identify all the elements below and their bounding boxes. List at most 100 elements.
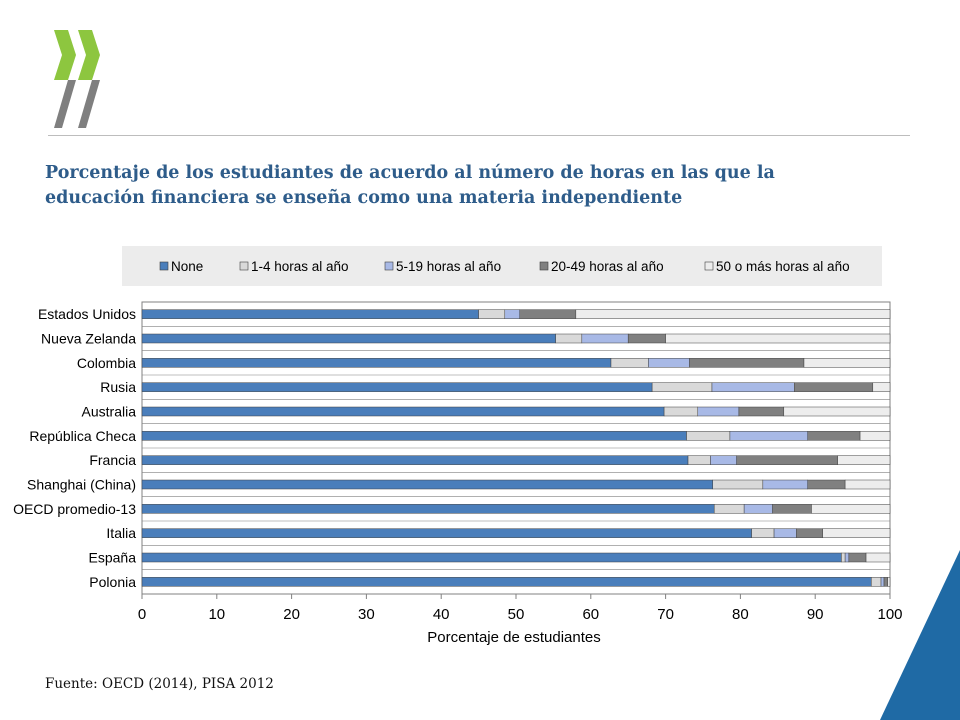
x-tick-label: 60: [582, 606, 599, 623]
bar-rusia-20-49-horas-al-ano: [794, 382, 874, 392]
category-label: Francia: [89, 452, 136, 468]
title-line-1: Porcentaje de los estudiantes de acuerdo…: [45, 163, 775, 183]
bar-francia-20-49-horas-al-ano: [736, 455, 838, 465]
bar-australia-5-19-horas-al-ano: [697, 406, 740, 417]
logo-grey-chevron-left: [54, 80, 76, 128]
x-axis-label: Porcentaje de estudiantes: [427, 629, 600, 646]
bar-espana-none: [141, 552, 842, 563]
bar-australia-1-4-horas-al-ano: [663, 406, 699, 417]
legend-swatch-50-o-mas-horas-al-ano: [704, 261, 714, 271]
bar-nueva-zelanda-none: [141, 333, 556, 344]
oecd-logo: [54, 30, 100, 128]
bar-colombia-50-o-mas-horas-al-ano: [803, 358, 891, 368]
bar-nueva-zelanda-1-4-horas-al-ano: [555, 333, 583, 344]
bar-republica-checa-5-19-horas-al-ano: [729, 431, 808, 441]
bar-polonia-50-o-mas-horas-al-ano: [887, 577, 891, 587]
bar-republica-checa-none: [141, 431, 687, 441]
bar-polonia-none: [141, 577, 872, 587]
bar-espana-20-49-horas-al-ano: [848, 552, 867, 563]
legend-label-20-49-horas-al-ano: 20-49 horas al año: [551, 259, 664, 274]
logo-green-chevron-left: [54, 30, 76, 80]
bar-republica-checa-20-49-horas-al-ano: [807, 431, 861, 441]
bar-oecd-promedio-13-none: [141, 504, 715, 514]
bar-colombia-1-4-horas-al-ano: [610, 358, 649, 368]
bar-rusia-none: [141, 382, 653, 392]
bar-oecd-promedio-13-20-49-horas-al-ano: [772, 504, 812, 514]
bar-shanghai-china-none: [141, 479, 713, 490]
legend-label-none: None: [171, 259, 203, 274]
bar-shanghai-china-5-19-horas-al-ano: [762, 479, 808, 490]
plot-area: Estados Unidos Nueva Zelanda Colombia Rusia…: [13, 301, 903, 646]
title-line-2: educación financiera se enseña como una …: [45, 188, 683, 208]
bar-estados-unidos-5-19-horas-al-ano: [504, 309, 520, 319]
bar-espana-5-19-horas-al-ano: [844, 552, 850, 563]
category-label: Rusia: [100, 379, 136, 395]
x-tick-label: 30: [358, 606, 375, 623]
category-label: Italia: [106, 525, 136, 541]
bar-francia-50-o-mas-horas-al-ano: [837, 455, 891, 465]
bar-espana-1-4-horas-al-ano: [841, 552, 846, 563]
bar-shanghai-china-1-4-horas-al-ano: [712, 479, 764, 490]
legend-swatch-none: [159, 261, 169, 271]
bar-shanghai-china-20-49-horas-al-ano: [807, 479, 846, 490]
x-tick-label: 0: [138, 606, 146, 623]
legend-label-50-o-mas-horas-al-ano: 50 o más horas al año: [716, 259, 850, 274]
bar-republica-checa-50-o-mas-horas-al-ano: [859, 431, 891, 441]
bar-italia-50-o-mas-horas-al-ano: [822, 528, 891, 538]
bar-estados-unidos-1-4-horas-al-ano: [478, 309, 506, 319]
page-title: Porcentaje de los estudiantes de acuerdo…: [45, 161, 915, 211]
bar-shanghai-china-50-o-mas-horas-al-ano: [844, 479, 891, 490]
logo-grey-chevron-right: [78, 80, 100, 128]
bar-estados-unidos-none: [141, 309, 479, 319]
logo-green-chevron-right: [78, 30, 100, 80]
x-tick-label: 70: [657, 606, 674, 623]
legend-label-1-4-horas-al-ano: 1-4 horas al año: [251, 259, 349, 274]
bar-nueva-zelanda-5-19-horas-al-ano: [581, 333, 629, 344]
category-label: Colombia: [77, 355, 136, 371]
bar-oecd-promedio-13-5-19-horas-al-ano: [743, 504, 773, 514]
bar-espana-50-o-mas-horas-al-ano: [865, 552, 891, 563]
bar-italia-none: [141, 528, 752, 538]
bar-italia-20-49-horas-al-ano: [796, 528, 823, 538]
bar-oecd-promedio-13-1-4-horas-al-ano: [713, 504, 745, 514]
bar-estados-unidos-20-49-horas-al-ano: [519, 309, 577, 319]
bar-colombia-5-19-horas-al-ano: [648, 358, 690, 368]
bar-rusia-50-o-mas-horas-al-ano: [872, 382, 891, 392]
bar-rusia-5-19-horas-al-ano: [711, 382, 795, 392]
bar-republica-checa-1-4-horas-al-ano: [686, 431, 731, 441]
legend-swatch-1-4-horas-al-ano: [239, 261, 249, 271]
bar-australia-none: [141, 406, 665, 417]
bar-australia-50-o-mas-horas-al-ano: [783, 406, 891, 417]
category-label: España: [89, 550, 137, 566]
top-rule: [48, 135, 910, 136]
legend-background: [122, 246, 882, 286]
bar-colombia-none: [141, 358, 612, 368]
bar-nueva-zelanda-20-49-horas-al-ano: [627, 333, 666, 344]
bar-italia-5-19-horas-al-ano: [773, 528, 797, 538]
x-tick-label: 10: [208, 606, 225, 623]
category-label: OECD promedio-13: [13, 501, 136, 517]
x-tick-label: 80: [732, 606, 749, 623]
bar-estados-unidos-50-o-mas-horas-al-ano: [575, 309, 891, 319]
bar-colombia-20-49-horas-al-ano: [689, 358, 805, 368]
chart-legend: None 1-4 horas al año 5-19 horas al año 20-…: [159, 259, 850, 274]
legend-swatch-5-19-horas-al-ano: [384, 261, 394, 271]
bar-australia-20-49-horas-al-ano: [738, 406, 785, 417]
x-tick-label: 90: [807, 606, 824, 623]
bar-rusia-1-4-horas-al-ano: [651, 382, 713, 392]
bar-francia-1-4-horas-al-ano: [687, 455, 711, 465]
x-tick-label: 50: [508, 606, 525, 623]
category-label: Estados Unidos: [38, 306, 136, 322]
category-label: Australia: [82, 404, 137, 420]
category-label: Shanghai (China): [27, 477, 136, 493]
legend-label-5-19-horas-al-ano: 5-19 horas al año: [396, 259, 501, 274]
bar-italia-1-4-horas-al-ano: [751, 528, 775, 538]
bar-nueva-zelanda-50-o-mas-horas-al-ano: [665, 333, 891, 344]
bar-oecd-promedio-13-50-o-mas-horas-al-ano: [811, 504, 891, 514]
legend-swatch-20-49-horas-al-ano: [539, 261, 549, 271]
corner-decoration: [880, 550, 960, 720]
bar-francia-none: [141, 455, 689, 465]
source-note: Fuente: OECD (2014), PISA 2012: [45, 676, 274, 692]
category-label: República Checa: [29, 428, 136, 444]
